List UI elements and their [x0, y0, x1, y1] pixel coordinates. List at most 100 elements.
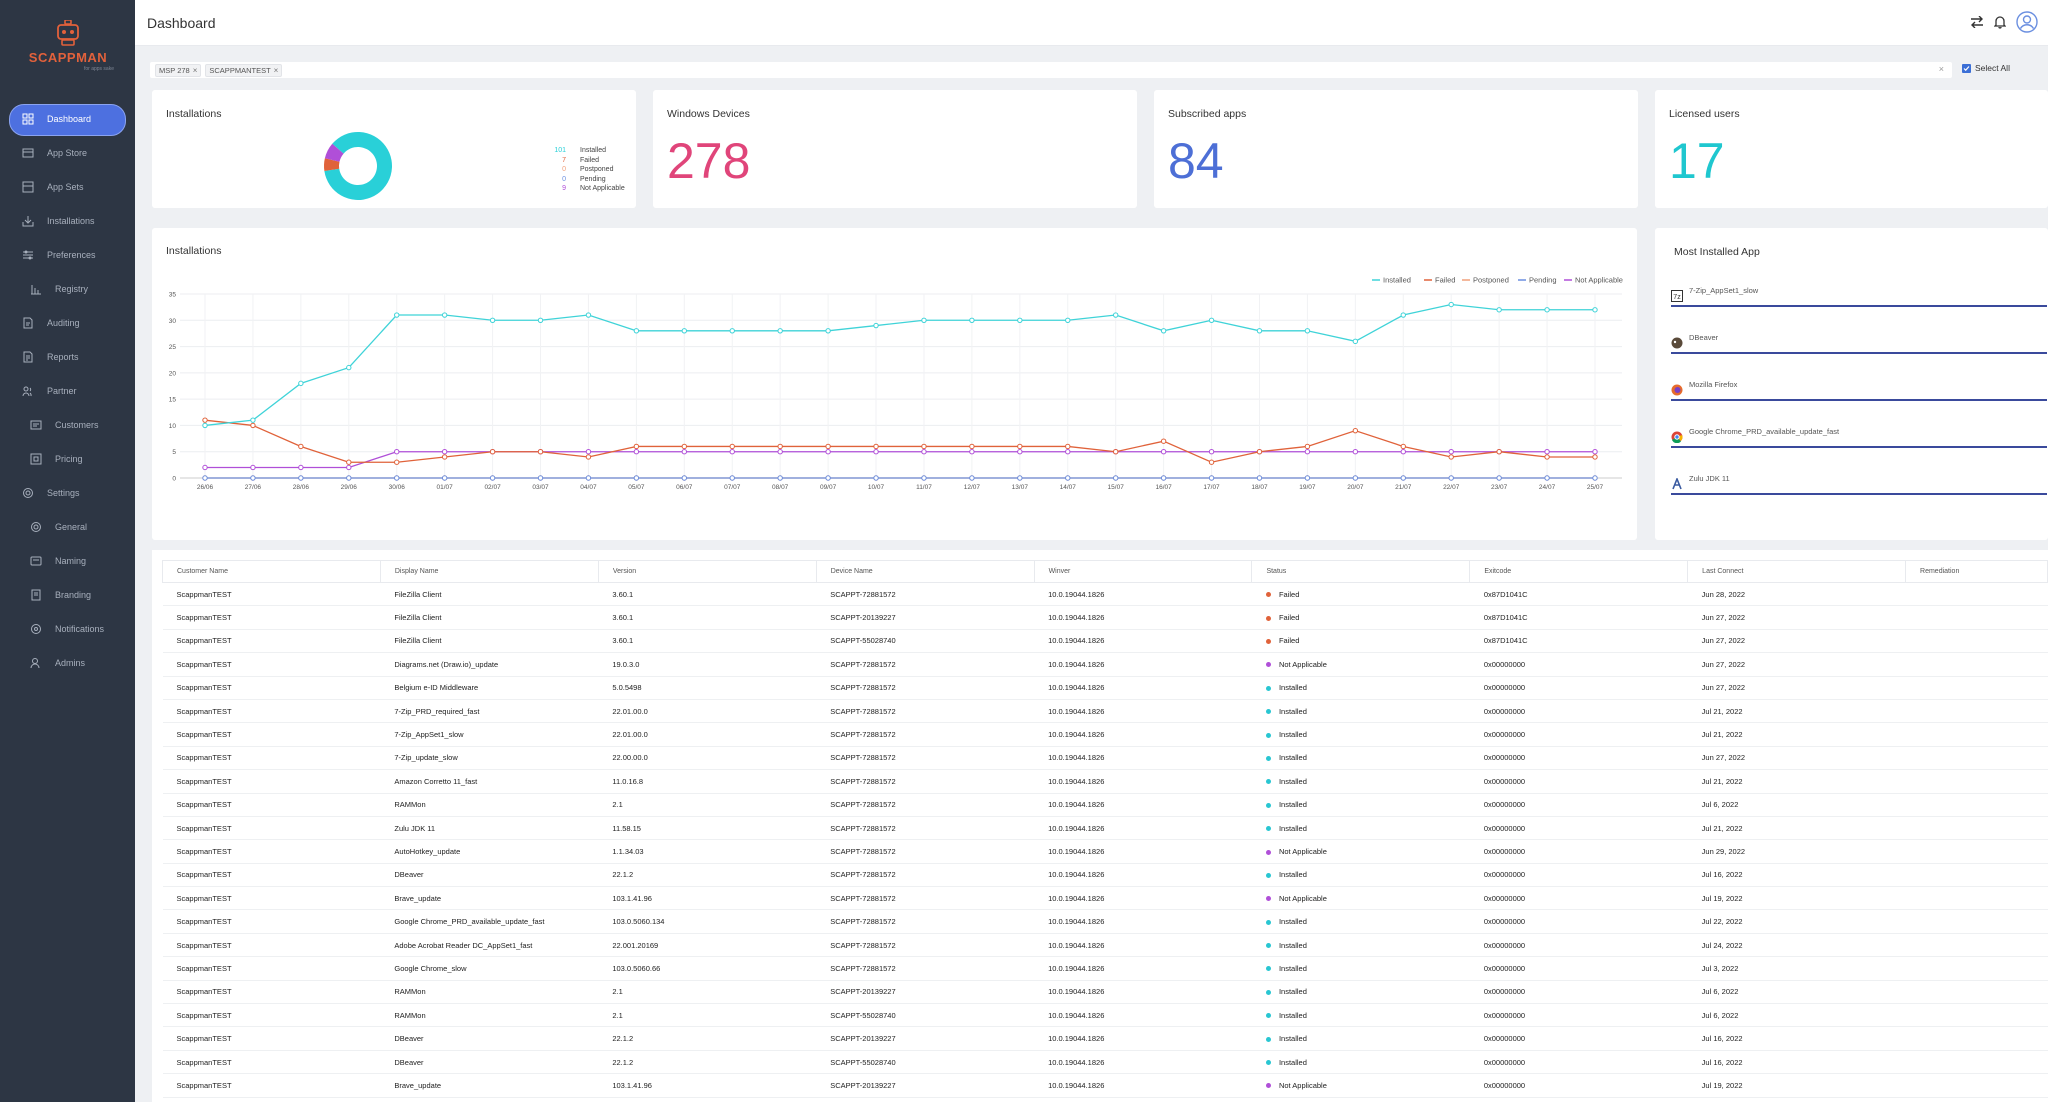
data-point[interactable] — [394, 449, 400, 455]
table-row[interactable]: ScappmanTEST FileZilla Client 3.60.1 SCAPPT… — [162, 605, 2048, 630]
sidebar-item-app-sets[interactable]: App Sets — [0, 170, 135, 204]
data-point[interactable] — [489, 317, 496, 323]
data-point[interactable] — [298, 380, 304, 387]
data-point[interactable] — [202, 475, 208, 481]
data-point[interactable] — [489, 449, 496, 455]
data-point[interactable] — [250, 464, 256, 471]
data-point[interactable] — [1352, 475, 1359, 481]
data-point[interactable] — [1304, 475, 1311, 481]
data-point[interactable] — [1352, 338, 1359, 345]
data-point[interactable] — [825, 328, 831, 334]
data-point[interactable] — [681, 449, 688, 455]
data-point[interactable] — [585, 449, 592, 455]
sidebar-item-installations[interactable]: Installations — [0, 204, 135, 238]
most-installed-item[interactable]: Mozilla Firefox — [1671, 380, 2047, 402]
data-point[interactable] — [1400, 443, 1406, 450]
data-point[interactable] — [298, 443, 304, 450]
sidebar-item-notifications[interactable]: Notifications — [0, 612, 135, 646]
table-row[interactable]: ScappmanTEST Amazon Corretto 11_fast 11.0.… — [162, 769, 2048, 794]
data-point[interactable] — [1160, 475, 1167, 481]
data-point[interactable] — [921, 449, 927, 455]
switch-tenant-icon[interactable] — [1970, 16, 1984, 28]
data-point[interactable] — [346, 459, 352, 465]
legend-label[interactable]: Failed — [1435, 276, 1455, 285]
data-point[interactable] — [250, 417, 256, 423]
data-point[interactable] — [729, 449, 735, 455]
sidebar-item-branding[interactable]: Branding — [0, 578, 135, 612]
table-row[interactable]: ScappmanTEST Diagrams.net (Draw.io)_updat… — [162, 652, 2048, 677]
data-point[interactable] — [1448, 301, 1454, 308]
column-header[interactable]: Exitcode — [1469, 560, 1689, 583]
data-point[interactable] — [1352, 449, 1359, 455]
data-point[interactable] — [1304, 443, 1311, 450]
sidebar-item-partner[interactable]: Partner — [0, 374, 135, 408]
legend-label[interactable]: Not Applicable — [1575, 276, 1623, 285]
sidebar-item-auditing[interactable]: Auditing — [0, 306, 135, 340]
filter-chip[interactable]: MSP 278 × — [155, 63, 202, 77]
data-point[interactable] — [441, 475, 448, 481]
data-point[interactable] — [1112, 312, 1119, 318]
data-point[interactable] — [394, 475, 400, 481]
data-point[interactable] — [1065, 475, 1071, 481]
data-point[interactable] — [1256, 475, 1263, 481]
sidebar-item-settings[interactable]: Settings — [0, 476, 135, 510]
table-row[interactable]: ScappmanTEST Belgium e-ID Middleware 5.0.5… — [162, 676, 2048, 700]
data-point[interactable] — [346, 364, 352, 371]
table-row[interactable]: ScappmanTEST Google Chrome_slow 103.0.5060… — [162, 956, 2048, 981]
legend-label[interactable]: Pending — [1529, 276, 1557, 285]
table-row[interactable]: ScappmanTEST 7-Zip_update_slow 22.00.00.0 S… — [162, 746, 2048, 771]
donut-slice-not-applicable[interactable] — [324, 143, 344, 162]
table-row[interactable]: ScappmanTEST FileZilla Client 3.60.1 SCAPPT… — [162, 629, 2048, 654]
data-point[interactable] — [1160, 328, 1167, 334]
data-point[interactable] — [729, 328, 735, 334]
data-point[interactable] — [1496, 307, 1502, 313]
data-point[interactable] — [873, 475, 879, 481]
data-point[interactable] — [1208, 449, 1215, 455]
data-point[interactable] — [441, 454, 448, 460]
data-point[interactable] — [298, 475, 304, 481]
data-point[interactable] — [633, 475, 640, 481]
data-point[interactable] — [1352, 427, 1359, 434]
data-point[interactable] — [1544, 449, 1550, 455]
data-point[interactable] — [585, 454, 592, 460]
data-point[interactable] — [1400, 475, 1406, 481]
customer-filter[interactable]: MSP 278 × SCAPPMANTEST × × — [150, 62, 1952, 78]
data-point[interactable] — [777, 443, 783, 450]
data-point[interactable] — [1017, 475, 1023, 481]
column-header[interactable]: Remediation — [1905, 560, 2048, 583]
data-point[interactable] — [1592, 454, 1598, 460]
data-point[interactable] — [1208, 459, 1215, 465]
column-header[interactable]: Device Name — [815, 560, 1035, 583]
data-point[interactable] — [1160, 438, 1167, 444]
table-row[interactable]: ScappmanTEST Google Chrome_PRD_available_… — [162, 909, 2048, 934]
clear-filter-icon[interactable]: × — [1938, 64, 1944, 74]
data-point[interactable] — [394, 312, 400, 318]
data-point[interactable] — [825, 449, 831, 455]
table-row[interactable]: ScappmanTEST AutoHotkey_update 1.1.34.03 SC… — [162, 839, 2048, 864]
data-point[interactable] — [1304, 328, 1311, 334]
data-point[interactable] — [969, 475, 975, 481]
data-point[interactable] — [298, 464, 304, 471]
donut-slice-failed[interactable] — [324, 158, 340, 172]
data-point[interactable] — [1496, 475, 1502, 481]
data-point[interactable] — [1208, 317, 1215, 323]
table-row[interactable]: ScappmanTEST FileZilla Client 3.60.1 SCAPPT… — [162, 582, 2048, 607]
sidebar-item-dashboard[interactable]: Dashboard — [0, 102, 135, 136]
data-point[interactable] — [1065, 449, 1071, 455]
data-point[interactable] — [441, 312, 448, 318]
data-point[interactable] — [969, 443, 975, 450]
table-row[interactable]: ScappmanTEST Brave_update 103.1.41.96 SCAPP… — [162, 1073, 2048, 1098]
data-point[interactable] — [537, 475, 544, 481]
column-header[interactable]: Version — [597, 560, 817, 583]
column-header[interactable]: Customer Name — [162, 560, 381, 583]
legend-label[interactable]: Installed — [1383, 276, 1411, 285]
data-point[interactable] — [729, 475, 735, 481]
data-point[interactable] — [1496, 449, 1502, 455]
data-point[interactable] — [1017, 449, 1023, 455]
sidebar-item-customers[interactable]: Customers — [0, 408, 135, 442]
data-point[interactable] — [1160, 449, 1167, 455]
data-point[interactable] — [825, 475, 831, 481]
donut-slice-installed[interactable] — [324, 132, 392, 200]
data-point[interactable] — [921, 443, 927, 450]
data-point[interactable] — [825, 443, 831, 450]
